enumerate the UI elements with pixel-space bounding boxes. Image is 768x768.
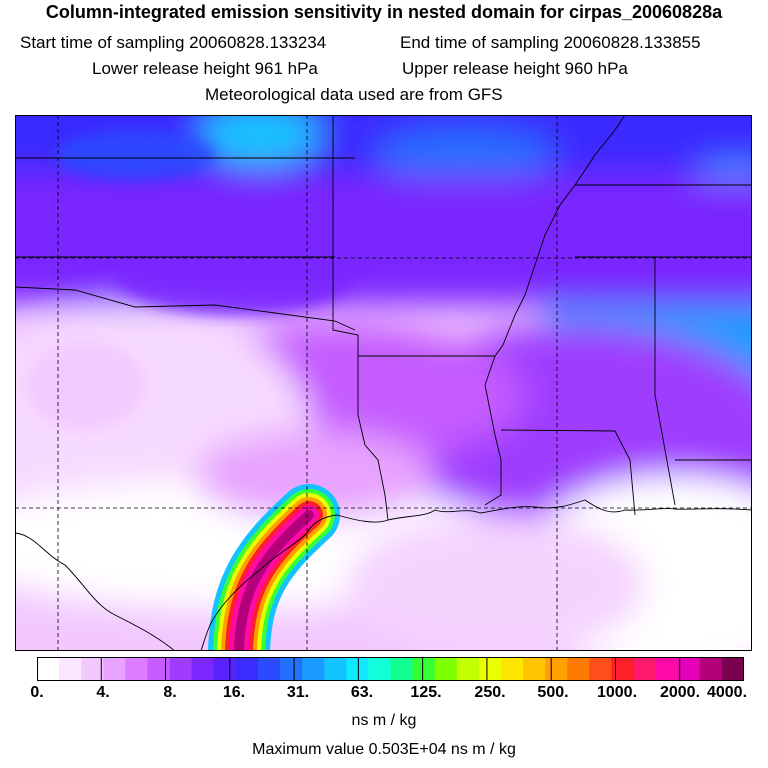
upper-release-height: Upper release height 960 hPa [402, 59, 628, 78]
colorbar-swatch [390, 657, 414, 681]
field-north-light-blue [375, 130, 555, 180]
colorbar-swatch [257, 657, 281, 681]
colorbar-tick-7: 250. [474, 684, 506, 701]
colorbar-tick-9: 1000. [596, 684, 638, 701]
colorbar-tick-5: 63. [350, 684, 374, 701]
plume [208, 484, 340, 651]
colorbar-swatch [721, 657, 744, 681]
colorbar-swatch [368, 657, 391, 681]
field-east-texas-pink [195, 430, 435, 520]
colorbar-swatch [103, 657, 126, 681]
colorbar-swatch [280, 657, 303, 681]
colorbar-swatch [213, 657, 237, 681]
emission-sensitivity-map [15, 115, 752, 651]
colorbar-swatch [147, 657, 171, 681]
colorbar-swatch [59, 657, 82, 681]
colorbar-swatch [655, 657, 679, 681]
colorbar-swatch [302, 657, 325, 681]
colorbar-tick-10: 2000. [659, 684, 701, 701]
graticule [15, 115, 752, 651]
colorbar-tick-11: 4000. [706, 684, 748, 701]
colorbar-swatch [611, 657, 635, 681]
field-gulf-light [345, 515, 645, 651]
field-north-cyan [200, 115, 320, 165]
field-west-light-patch [25, 340, 145, 430]
colorbar-swatch [37, 657, 60, 681]
colorbar-swatch [523, 657, 546, 681]
colorbar-swatch [412, 657, 436, 681]
field-oklahoma-purple [115, 235, 355, 315]
lower-release-height: Lower release height 961 hPa [92, 59, 318, 78]
colorbar-tick-6: 125. [410, 684, 442, 701]
field-north-deep-blue [55, 130, 215, 180]
state-borders [15, 115, 752, 521]
colorbar-swatch [191, 657, 215, 681]
colorbar-frame [37, 657, 744, 681]
colorbar-swatch [324, 657, 347, 681]
colorbar-swatch [81, 657, 104, 681]
colorbar-tick-8: 500. [537, 684, 569, 701]
colorbar-tick-1: 4. [96, 684, 110, 701]
sampling-start: Start time of sampling 20060828.133234 [20, 33, 327, 52]
met-data-source: Meteorological data used are from GFS [205, 85, 503, 104]
sampling-end: End time of sampling 20060828.133855 [400, 33, 701, 52]
colorbar-swatch [125, 657, 148, 681]
maximum-value: Maximum value 0.503E+04 ns m / kg [252, 741, 516, 758]
colorbar-swatch [434, 657, 458, 681]
colorbar-swatch [677, 657, 701, 681]
plot-title: Column-integrated emission sensitivity i… [45, 2, 723, 22]
colorbar-swatch [235, 657, 259, 681]
colorbar-swatch [500, 657, 524, 681]
colorbar [37, 657, 744, 681]
colorbar-swatch [633, 657, 657, 681]
colorbar-swatch [567, 657, 590, 681]
colorbar-swatch [169, 657, 193, 681]
colorbar-swatch [346, 657, 369, 681]
colorbar-swatch [545, 657, 568, 681]
colorbar-swatch [478, 657, 502, 681]
colorbar-units: ns m / kg [351, 712, 417, 729]
colorbar-swatch [456, 657, 480, 681]
colorbar-tick-4: 31. [286, 684, 310, 701]
colorbar-tick-3: 16. [222, 684, 246, 701]
colorbar-swatch [699, 657, 723, 681]
coastline [15, 499, 752, 651]
colorbar-tick-2: 8. [163, 684, 177, 701]
colorbar-tick-0: 0. [30, 684, 44, 701]
colorbar-swatch [589, 657, 612, 681]
